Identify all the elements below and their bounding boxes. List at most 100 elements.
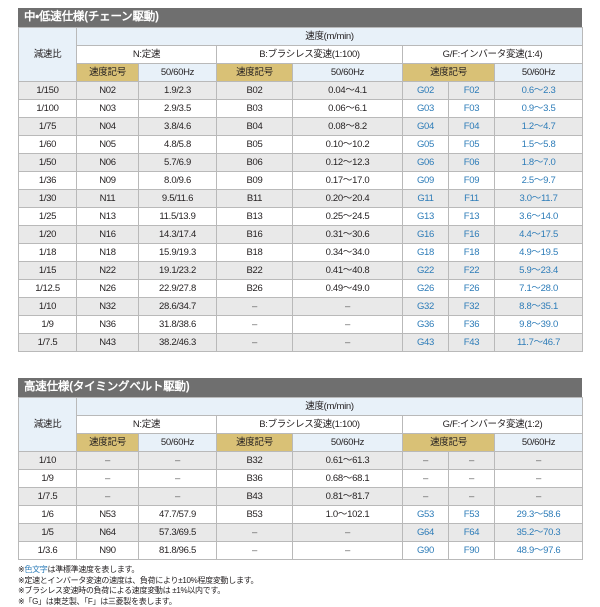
- cell-gf-frequency: 29.3～58.6: [495, 506, 583, 524]
- section-title-high-speed: 高速仕様(タイミングベルト駆動): [18, 378, 582, 397]
- header-group-brushless: B:ブラシレス変速(1:100): [217, 416, 403, 434]
- cell-b-speed-symbol: B09: [217, 172, 293, 190]
- table-header-mid-low-speed: 減速比 速度(m/min) N:定速 B:ブラシレス変速(1:100) G/F:…: [19, 28, 583, 82]
- cell-gf-frequency: 4.9～19.5: [495, 244, 583, 262]
- header-b-frequency: 50/60Hz: [293, 64, 403, 82]
- cell-b-speed-symbol: B11: [217, 190, 293, 208]
- cell-f-speed-symbol: F04: [449, 118, 495, 136]
- cell-b-frequency: 0.20～20.4: [293, 190, 403, 208]
- cell-reduction-ratio: 1/150: [19, 82, 77, 100]
- header-reduction-ratio: 減速比: [19, 28, 77, 82]
- cell-n-frequency: 19.1/23.2: [139, 262, 217, 280]
- header-gf-speed-symbol: 速度記号: [403, 434, 495, 452]
- cell-reduction-ratio: 1/9: [19, 470, 77, 488]
- cell-g-speed-symbol: G90: [403, 542, 449, 560]
- cell-f-speed-symbol: F05: [449, 136, 495, 154]
- header-speed-group: 速度(m/min): [77, 28, 583, 46]
- header-speed-group: 速度(m/min): [77, 398, 583, 416]
- cell-n-frequency: 38.2/46.3: [139, 334, 217, 352]
- cell-b-speed-symbol: –: [217, 334, 293, 352]
- cell-n-frequency: –: [139, 470, 217, 488]
- cell-g-speed-symbol: G02: [403, 82, 449, 100]
- cell-n-frequency: 3.8/4.6: [139, 118, 217, 136]
- cell-n-frequency: 4.8/5.8: [139, 136, 217, 154]
- cell-f-speed-symbol: –: [449, 470, 495, 488]
- cell-f-speed-symbol: F09: [449, 172, 495, 190]
- cell-reduction-ratio: 1/60: [19, 136, 77, 154]
- cell-g-speed-symbol: G04: [403, 118, 449, 136]
- cell-g-speed-symbol: G13: [403, 208, 449, 226]
- header-row-speed-group: 減速比 速度(m/min): [19, 398, 583, 416]
- footnotes: ※色文字は準標準速度を表します。 ※定速とインバータ変速の速度は、負荷により±1…: [18, 565, 582, 607]
- cell-gf-frequency: 11.7～46.7: [495, 334, 583, 352]
- cell-g-speed-symbol: G36: [403, 316, 449, 334]
- cell-reduction-ratio: 1/30: [19, 190, 77, 208]
- cell-b-speed-symbol: B53: [217, 506, 293, 524]
- section-high-speed: 高速仕様(タイミングベルト駆動) 減速比 速度(m/min) N:定速 B:ブラ…: [18, 378, 582, 560]
- cell-reduction-ratio: 1/50: [19, 154, 77, 172]
- section-mid-low-speed: 中・低速仕様(チェーン駆動) 減速比 速度(m/min) N:定速 B:ブラシレ…: [18, 8, 582, 352]
- cell-n-frequency: –: [139, 452, 217, 470]
- cell-n-frequency: 2.9/3.5: [139, 100, 217, 118]
- cell-reduction-ratio: 1/36: [19, 172, 77, 190]
- cell-reduction-ratio: 1/7.5: [19, 334, 77, 352]
- cell-b-speed-symbol: B32: [217, 452, 293, 470]
- section-gap: [18, 352, 582, 378]
- section-title-mid-low-speed: 中・低速仕様(チェーン駆動): [18, 8, 582, 27]
- cell-n-speed-symbol: N36: [77, 316, 139, 334]
- cell-g-speed-symbol: G43: [403, 334, 449, 352]
- cell-reduction-ratio: 1/100: [19, 100, 77, 118]
- header-b-speed-symbol: 速度記号: [217, 64, 293, 82]
- cell-b-speed-symbol: –: [217, 298, 293, 316]
- cell-b-frequency: 0.06～6.1: [293, 100, 403, 118]
- cell-f-speed-symbol: F22: [449, 262, 495, 280]
- cell-n-speed-symbol: N22: [77, 262, 139, 280]
- cell-reduction-ratio: 1/10: [19, 452, 77, 470]
- cell-f-speed-symbol: F26: [449, 280, 495, 298]
- cell-f-speed-symbol: –: [449, 452, 495, 470]
- cell-f-speed-symbol: F32: [449, 298, 495, 316]
- cell-gf-frequency: 0.9～3.5: [495, 100, 583, 118]
- header-b-frequency: 50/60Hz: [293, 434, 403, 452]
- cell-g-speed-symbol: G09: [403, 172, 449, 190]
- cell-b-speed-symbol: B16: [217, 226, 293, 244]
- cell-n-speed-symbol: N26: [77, 280, 139, 298]
- cell-n-frequency: 81.8/96.5: [139, 542, 217, 560]
- cell-b-speed-symbol: B43: [217, 488, 293, 506]
- cell-g-speed-symbol: G64: [403, 524, 449, 542]
- cell-b-speed-symbol: B02: [217, 82, 293, 100]
- footnote-1-rest: は準標準速度を表します。: [48, 565, 140, 574]
- footnote-line-3: ※ブラシレス変速時の負荷による速度変動は ±1%以内です。: [18, 586, 582, 597]
- header-n-frequency: 50/60Hz: [139, 434, 217, 452]
- cell-n-speed-symbol: N04: [77, 118, 139, 136]
- cell-b-frequency: 0.31～30.6: [293, 226, 403, 244]
- cell-f-speed-symbol: F13: [449, 208, 495, 226]
- cell-gf-frequency: 1.5～5.8: [495, 136, 583, 154]
- cell-n-frequency: 5.7/6.9: [139, 154, 217, 172]
- cell-g-speed-symbol: –: [403, 488, 449, 506]
- spec-table-high-speed: 減速比 速度(m/min) N:定速 B:ブラシレス変速(1:100) G/F:…: [18, 397, 583, 560]
- cell-b-speed-symbol: B05: [217, 136, 293, 154]
- cell-reduction-ratio: 1/7.5: [19, 488, 77, 506]
- cell-n-speed-symbol: –: [77, 452, 139, 470]
- header-b-speed-symbol: 速度記号: [217, 434, 293, 452]
- cell-n-frequency: 15.9/19.3: [139, 244, 217, 262]
- cell-n-frequency: 47.7/57.9: [139, 506, 217, 524]
